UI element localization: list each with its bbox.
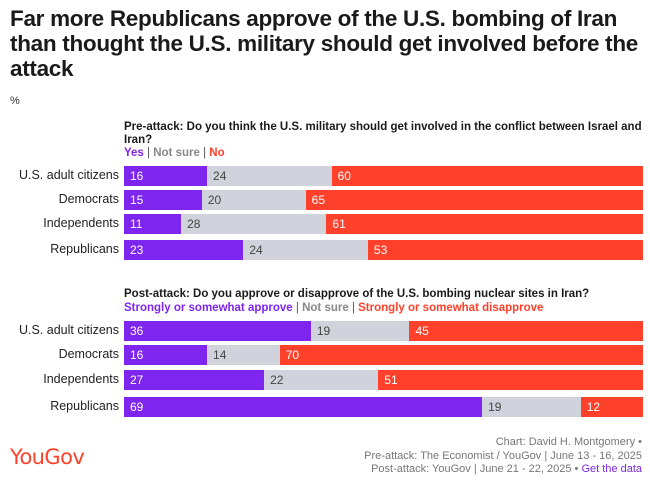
stacked-bar: 11 28 61 — [124, 214, 643, 234]
stacked-bar: 16 24 60 — [124, 166, 643, 186]
chart-title: Far more Republicans approve of the U.S.… — [10, 6, 638, 81]
pre-attack-question: Pre-attack: Do you think the U.S. milita… — [124, 121, 642, 146]
bar-segment-yes: 27 — [124, 370, 265, 390]
data-label: 16 — [130, 169, 144, 183]
category-label: U.S. adult citizens — [18, 168, 119, 182]
data-label: 15 — [130, 193, 144, 207]
data-label: 19 — [488, 400, 502, 414]
credit-pre-attack-source: Pre-attack: The Economist / YouGov | Jun… — [364, 449, 642, 462]
data-label: 28 — [187, 217, 201, 231]
bar-segment-neutral: 19 — [482, 397, 581, 417]
category-label: U.S. adult citizens — [18, 323, 119, 337]
bar-row: U.S. adult citizens 36 19 45 — [0, 321, 650, 341]
legend-not-sure: Not sure — [153, 147, 200, 159]
data-label: 36 — [130, 324, 144, 338]
bar-segment-no: 65 — [305, 190, 643, 210]
stacked-bar: 69 19 12 — [124, 397, 643, 417]
category-label: Republicans — [50, 399, 119, 413]
bar-row: Independents 11 28 61 — [0, 214, 650, 234]
bar-segment-no: 51 — [378, 370, 643, 390]
bar-segment-neutral: 24 — [207, 166, 332, 186]
bar-segment-neutral: 28 — [181, 214, 327, 234]
legend-not-sure: Not sure — [302, 302, 349, 314]
data-label: 14 — [213, 348, 227, 362]
data-label: 23 — [130, 243, 144, 257]
data-label: 61 — [332, 217, 346, 231]
stacked-bar: 27 22 51 — [124, 370, 643, 390]
bar-segment-neutral: 20 — [201, 190, 306, 210]
data-label: 51 — [384, 373, 398, 387]
bar-row: Democrats 16 14 70 — [0, 345, 650, 365]
bar-segment-neutral: 22 — [264, 370, 379, 390]
category-label: Republicans — [50, 242, 119, 256]
data-label: 16 — [130, 348, 144, 362]
stacked-bar: 36 19 45 — [124, 321, 643, 341]
bar-segment-neutral: 24 — [243, 240, 368, 260]
data-label: 45 — [415, 324, 429, 338]
data-label: 12 — [586, 400, 601, 414]
yougov-logo: YouGov — [10, 445, 85, 469]
data-label: 24 — [213, 169, 227, 183]
bar-segment-yes: 11 — [124, 214, 182, 234]
bar-segment-yes: 69 — [124, 397, 483, 417]
pre-attack-legend: Yes | Not sure | No — [124, 147, 225, 159]
post-attack-legend: Strongly or somewhat approve | Not sure … — [124, 302, 544, 314]
bar-segment-yes: 16 — [124, 166, 208, 186]
bar-segment-yes: 15 — [124, 190, 202, 210]
legend-disapprove: Strongly or somewhat disapprove — [358, 302, 544, 314]
bar-row: Republicans 23 24 53 — [0, 240, 650, 260]
bar-segment-neutral: 14 — [207, 345, 280, 365]
credit-post-attack-source: Post-attack: YouGov | June 21 - 22, 2025… — [364, 463, 642, 477]
legend-approve: Strongly or somewhat approve — [124, 302, 293, 314]
stacked-bar: 15 20 65 — [124, 190, 643, 210]
category-label: Democrats — [58, 347, 119, 361]
bar-segment-no: 12 — [580, 397, 643, 417]
data-label: 24 — [249, 243, 263, 257]
data-label: 60 — [337, 169, 351, 183]
bar-segment-yes: 23 — [124, 240, 244, 260]
bar-segment-yes: 36 — [124, 321, 311, 341]
data-label: 53 — [373, 243, 388, 257]
category-label: Independents — [43, 216, 119, 230]
bar-segment-no: 45 — [409, 321, 643, 341]
data-label: 22 — [270, 373, 284, 387]
bar-segment-no: 60 — [331, 166, 643, 186]
stacked-bar: 23 24 53 — [124, 240, 643, 260]
data-label: 19 — [316, 324, 331, 338]
bar-segment-no: 70 — [279, 345, 643, 365]
credit-post-attack-text: Post-attack: YouGov | June 21 - 22, 2025… — [371, 463, 579, 475]
stacked-bar: 16 14 70 — [124, 345, 643, 365]
data-label: 27 — [130, 373, 144, 387]
data-label: 70 — [285, 348, 300, 362]
data-label: 65 — [311, 193, 325, 207]
data-label: 11 — [130, 217, 143, 231]
credits: Chart: David H. Montgomery • Pre-attack:… — [364, 436, 642, 477]
get-the-data-link[interactable]: Get the data — [581, 463, 642, 475]
bar-segment-neutral: 19 — [310, 321, 410, 341]
legend-yes: Yes — [124, 147, 144, 159]
data-label: 69 — [130, 400, 144, 414]
post-attack-question: Post-attack: Do you approve or disapprov… — [124, 288, 590, 300]
bar-row: Republicans 69 19 12 — [0, 397, 650, 417]
data-label: 20 — [207, 193, 222, 207]
bar-row: U.S. adult citizens 16 24 60 — [0, 166, 650, 186]
bar-segment-no: 53 — [367, 240, 643, 260]
bar-row: Independents 27 22 51 — [0, 370, 650, 390]
category-label: Independents — [43, 372, 119, 386]
bar-segment-yes: 16 — [124, 345, 208, 365]
category-label: Democrats — [58, 192, 119, 206]
unit-label: % — [10, 95, 20, 107]
bar-segment-no: 61 — [326, 214, 643, 234]
legend-no: No — [209, 147, 225, 159]
bar-row: Democrats 15 20 65 — [0, 190, 650, 210]
credit-author: Chart: David H. Montgomery • — [495, 436, 642, 448]
